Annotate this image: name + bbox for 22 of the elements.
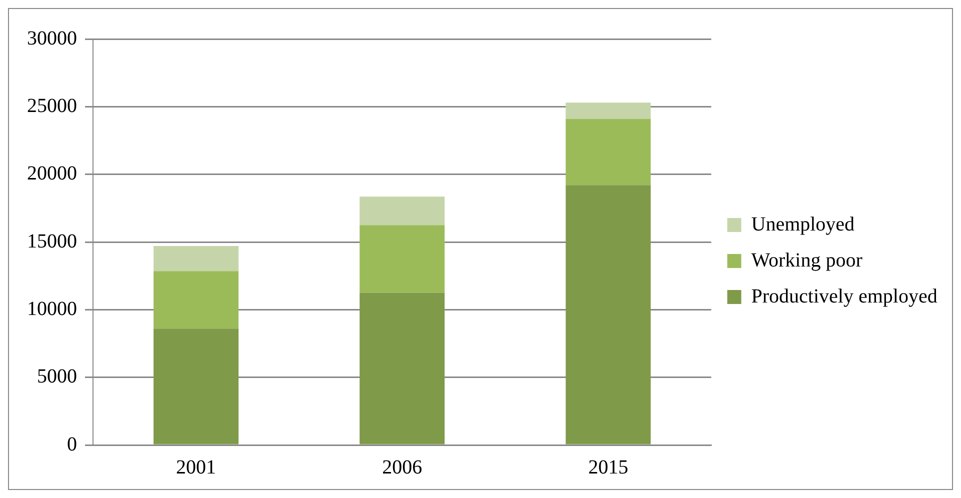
legend-label: Productively employed — [751, 285, 938, 308]
bar — [566, 118, 651, 186]
x-tick-label: 2001 — [176, 456, 216, 478]
bar — [360, 225, 445, 293]
y-tick-label: 0 — [67, 433, 77, 456]
bar — [154, 271, 239, 329]
y-tick-label: 30000 — [27, 27, 77, 50]
y-tick-label: 5000 — [37, 366, 77, 388]
x-tick-label: 2015 — [588, 456, 628, 478]
bar — [154, 328, 239, 444]
bar — [360, 292, 445, 444]
bar — [566, 102, 651, 119]
y-tick-label: 20000 — [27, 162, 77, 185]
bar — [566, 185, 651, 444]
bar — [360, 196, 445, 226]
y-tick-label: 15000 — [27, 230, 77, 252]
bar — [154, 246, 239, 272]
x-tick-label: 2006 — [382, 456, 422, 478]
legend-label: Working poor — [751, 249, 863, 272]
legend-label: Unemployed — [751, 213, 855, 236]
y-tick-label: 25000 — [27, 94, 77, 117]
y-tick-label: 10000 — [27, 298, 77, 320]
